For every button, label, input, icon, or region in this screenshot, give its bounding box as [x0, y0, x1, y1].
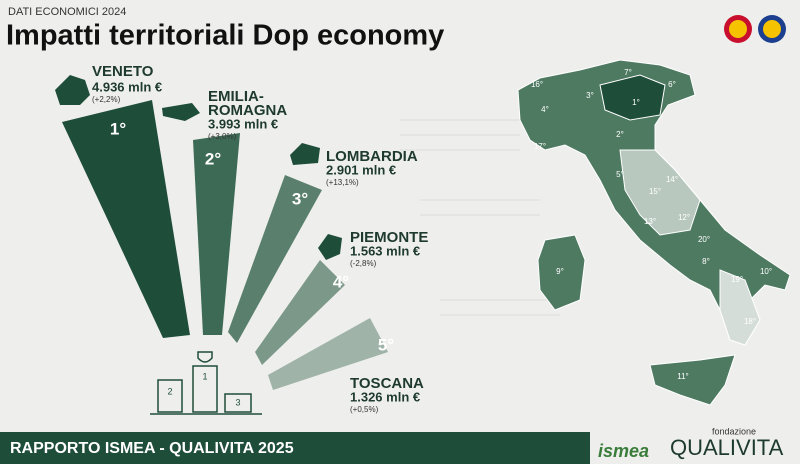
italy-map: [517, 59, 791, 406]
region-icon: [162, 103, 200, 121]
footer-title: RAPPORTO ISMEA - QUALIVITA 2025: [10, 440, 294, 457]
region-change: (+2,2%): [92, 95, 121, 104]
region-change: (-2,8%): [350, 259, 377, 268]
podium-number: 1: [202, 371, 207, 381]
region-value: 1.326 mln €: [350, 389, 420, 404]
region-change: (+0,5%): [350, 405, 379, 414]
map-label: 5°: [616, 170, 624, 179]
map-label: 18°: [744, 317, 756, 326]
wedge: [268, 318, 388, 390]
title: Impatti territoriali Dop economy: [6, 20, 444, 52]
map-label: 7°: [624, 68, 632, 77]
map-label: 20°: [698, 235, 710, 244]
region-icon: [55, 75, 90, 105]
region-name: VENETO: [92, 63, 154, 80]
rank: 2°: [205, 149, 221, 168]
map-label: 13°: [644, 217, 656, 226]
rank: 5°: [378, 335, 394, 354]
region-name: TOSCANA: [350, 375, 424, 392]
map-label: 14°: [666, 175, 678, 184]
region-change: (+13,1%): [326, 178, 359, 187]
region-value: 4.936 mln €: [92, 79, 162, 94]
qualivita-small: fondazione: [712, 426, 756, 436]
newspaper-texture: [400, 119, 560, 316]
region-name: ROMAGNA: [208, 102, 287, 119]
map-label: 15°: [649, 187, 661, 196]
wedge: [255, 260, 345, 365]
map-label: 8°: [702, 257, 710, 266]
region-name: EMILIA-: [208, 88, 264, 105]
qualivita-logo: QUALIVITA: [670, 435, 784, 460]
region-value: 2.901 mln €: [326, 162, 396, 177]
map-label: 1°: [632, 98, 640, 107]
rank: 1°: [110, 119, 126, 138]
map-label: 3°: [586, 91, 594, 100]
ismea-logo: ismea: [598, 441, 649, 461]
wedge: [193, 133, 240, 335]
kicker: DATI ECONOMICI 2024: [8, 6, 126, 18]
map-label: 12°: [678, 213, 690, 222]
map-label: 6°: [668, 80, 676, 89]
podium: [150, 351, 262, 415]
map-label: 17°: [534, 142, 546, 151]
map-label: 19°: [731, 275, 743, 284]
region-name: PIEMONTE: [350, 229, 428, 246]
region-icon: [318, 234, 342, 260]
wedge: [228, 175, 322, 343]
rank: 3°: [292, 189, 308, 208]
map-label: 11°: [677, 372, 689, 381]
podium-number: 3: [235, 397, 240, 407]
region-value: 1.563 mln €: [350, 243, 420, 258]
region-value: 3.993 mln €: [208, 116, 278, 131]
map-label: 2°: [616, 130, 624, 139]
region-icon: [290, 143, 320, 165]
region-name: LOMBARDIA: [326, 148, 418, 165]
map-label: 9°: [556, 267, 564, 276]
map-label: 4°: [541, 105, 549, 114]
map-label: 16°: [531, 80, 543, 89]
region-change: (+3,0%): [208, 132, 237, 141]
footer-band: [0, 432, 590, 464]
map-label: 10°: [760, 267, 772, 276]
rank: 4°: [333, 272, 349, 291]
wedge: [62, 100, 190, 338]
podium-number: 2: [167, 386, 172, 396]
